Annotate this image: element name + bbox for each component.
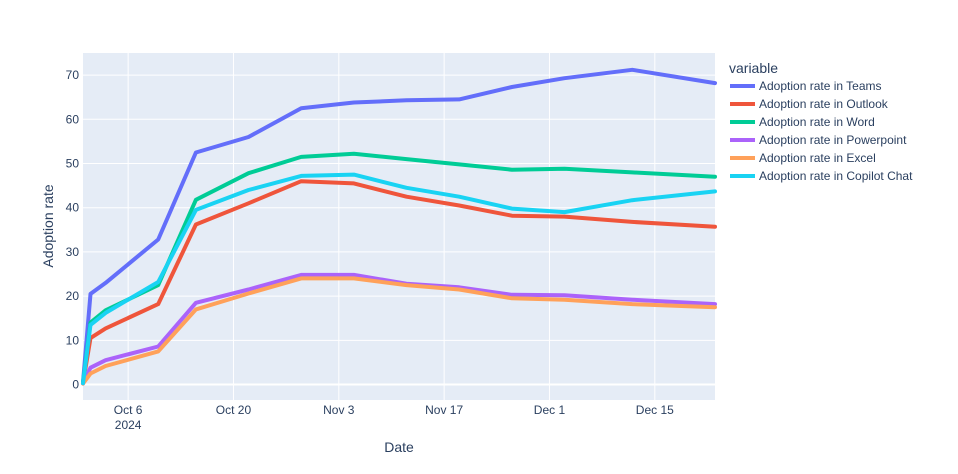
y-tick-label: 40 — [66, 201, 80, 215]
y-tick-label: 60 — [66, 112, 80, 126]
legend-title: variable — [729, 60, 778, 76]
x-tick-label: Nov 3 — [323, 403, 355, 417]
x-axis-title: Date — [384, 439, 414, 455]
y-tick-label: 0 — [72, 378, 79, 392]
x-tick-label: Nov 17 — [425, 403, 463, 417]
x-tick-label: Oct 20 — [216, 403, 252, 417]
x-tick-label: Dec 1 — [534, 403, 566, 417]
legend-item-label: Adoption rate in Excel — [759, 151, 876, 165]
y-tick-label: 10 — [66, 333, 80, 347]
y-axis-title: Adoption rate — [40, 184, 56, 267]
legend-item-label: Adoption rate in Copilot Chat — [759, 169, 913, 183]
series-line — [81, 272, 717, 386]
legend-item-label: Adoption rate in Powerpoint — [759, 133, 907, 147]
x-tick-year-label: 2024 — [115, 418, 142, 432]
legend-item-label: Adoption rate in Outlook — [759, 97, 889, 111]
y-tick-label: 70 — [66, 68, 80, 82]
gridlines — [83, 53, 715, 400]
x-tick-label: Dec 15 — [636, 403, 674, 417]
legend-item-label: Adoption rate in Teams — [759, 79, 882, 93]
series-line — [81, 67, 717, 385]
legend: variable Adoption rate in Teams Adoption … — [729, 60, 913, 183]
x-tick-label: Oct 6 — [114, 403, 143, 417]
y-tick-label: 20 — [66, 289, 80, 303]
legend-item-label: Adoption rate in Word — [759, 115, 875, 129]
series-line — [81, 179, 717, 386]
y-axis-ticks: 0 10 20 30 40 50 60 70 — [66, 68, 80, 391]
plot-background — [83, 53, 715, 400]
y-tick-label: 50 — [66, 157, 80, 171]
series-line — [81, 172, 717, 386]
y-tick-label: 30 — [66, 245, 80, 259]
series-line — [81, 276, 717, 386]
series-layer — [81, 67, 717, 386]
